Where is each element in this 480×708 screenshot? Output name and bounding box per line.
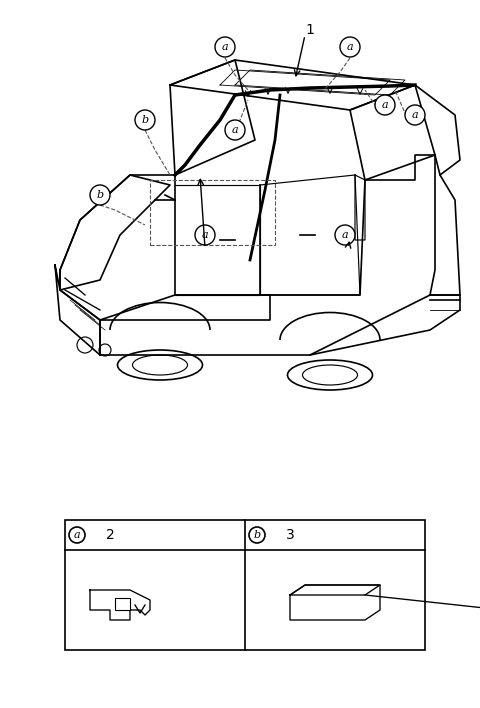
Circle shape: [195, 225, 215, 245]
Circle shape: [405, 105, 425, 125]
Bar: [65, 520, 425, 650]
Circle shape: [335, 225, 355, 245]
Text: a: a: [412, 110, 418, 120]
Circle shape: [135, 110, 155, 130]
Circle shape: [375, 95, 395, 115]
Text: a: a: [232, 125, 238, 135]
Text: b: b: [253, 530, 261, 540]
Circle shape: [340, 37, 360, 57]
Text: 3: 3: [286, 528, 294, 542]
Text: 2: 2: [106, 528, 114, 542]
Bar: [150, 180, 275, 245]
Circle shape: [249, 527, 265, 543]
Text: a: a: [202, 230, 208, 240]
Bar: [115, 598, 130, 610]
Text: b: b: [96, 190, 104, 200]
Circle shape: [90, 185, 110, 205]
Text: a: a: [347, 42, 353, 52]
Circle shape: [215, 37, 235, 57]
Text: 1: 1: [306, 23, 314, 37]
Text: a: a: [74, 530, 80, 540]
Text: b: b: [142, 115, 149, 125]
Circle shape: [69, 527, 85, 543]
Text: a: a: [342, 230, 348, 240]
Text: a: a: [222, 42, 228, 52]
Circle shape: [225, 120, 245, 140]
Text: a: a: [382, 100, 388, 110]
